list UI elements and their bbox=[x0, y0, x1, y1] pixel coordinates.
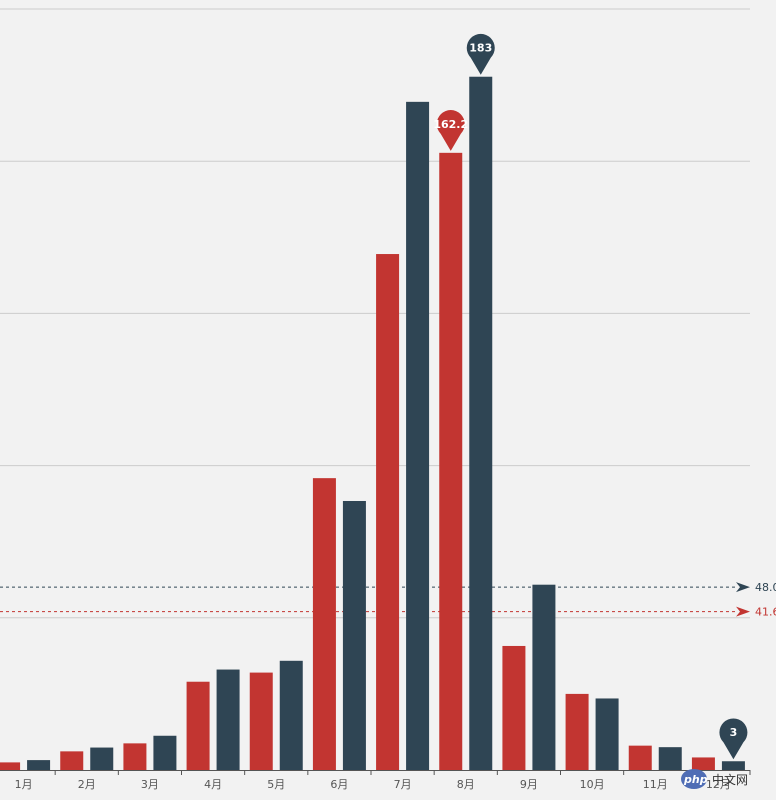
grid-lines bbox=[0, 8, 750, 619]
bar-series-1[interactable] bbox=[123, 743, 147, 770]
bar-series-1[interactable] bbox=[186, 681, 210, 770]
x-tick-label: 2月 bbox=[78, 778, 96, 791]
bar-series-1[interactable] bbox=[565, 693, 589, 770]
x-axis: 1月 2月 3月 4月 5月 6月 7月 8月 9月 10月 11月 12月 bbox=[0, 770, 751, 791]
mark-point[interactable]: 162.2 bbox=[433, 110, 468, 151]
watermark: php 中文网 bbox=[681, 769, 748, 789]
bar-series-2[interactable] bbox=[216, 669, 240, 770]
x-tick-label: 1月 bbox=[15, 778, 33, 791]
bar-series-1[interactable] bbox=[439, 152, 463, 771]
watermark-site-text: 中文网 bbox=[712, 772, 748, 787]
bar-series-2[interactable] bbox=[532, 584, 556, 770]
x-tick-label: 5月 bbox=[267, 778, 285, 791]
bar-series-2[interactable] bbox=[469, 76, 493, 770]
bar-series-2[interactable] bbox=[721, 761, 745, 770]
x-tick-label: 11月 bbox=[643, 778, 668, 791]
x-tick-label: 4月 bbox=[204, 778, 222, 791]
mark-point-label: 3 bbox=[730, 726, 738, 739]
x-tick-label: 10月 bbox=[580, 778, 605, 791]
mark-point-pin-icon bbox=[436, 110, 465, 151]
x-tick-label: 3月 bbox=[141, 778, 159, 791]
x-tick-label: 8月 bbox=[457, 778, 475, 791]
bar-series-2[interactable] bbox=[90, 747, 114, 770]
bar-series-1[interactable] bbox=[502, 645, 526, 770]
x-tick-label: 6月 bbox=[330, 778, 348, 791]
average-line-arrow-icon bbox=[736, 606, 750, 617]
average-line-arrow-icon bbox=[736, 582, 750, 593]
x-tick-label: 12月 bbox=[706, 778, 731, 791]
bar-series-2[interactable] bbox=[342, 500, 366, 770]
mark-point-pin-icon bbox=[466, 33, 495, 75]
x-tick-label: 7月 bbox=[394, 778, 412, 791]
bars bbox=[0, 76, 745, 771]
mark-point[interactable]: 3 bbox=[719, 718, 748, 760]
average-line-label: 48.07 bbox=[755, 581, 776, 594]
mark-point-label: 162.2 bbox=[433, 118, 468, 131]
mark-points: 162.2 183 3 bbox=[433, 33, 748, 760]
bar-series-1[interactable] bbox=[60, 751, 84, 770]
x-tick-label: 9月 bbox=[520, 778, 538, 791]
watermark-logo-icon bbox=[681, 769, 707, 789]
bar-series-1[interactable] bbox=[249, 672, 273, 770]
mark-point-label: 183 bbox=[469, 42, 492, 55]
bar-series-2[interactable] bbox=[595, 698, 619, 770]
bar-series-2[interactable] bbox=[27, 760, 51, 770]
bar-series-2[interactable] bbox=[406, 101, 430, 771]
watermark-logo-text: php bbox=[683, 773, 708, 786]
bar-series-2[interactable] bbox=[658, 747, 682, 770]
bar-series-2[interactable] bbox=[279, 660, 303, 770]
average-line-label: 41.63 bbox=[755, 606, 776, 619]
mark-point[interactable]: 183 bbox=[466, 33, 495, 75]
bar-series-1[interactable] bbox=[376, 254, 400, 771]
bar-series-1[interactable] bbox=[0, 762, 21, 770]
bar-series-1[interactable] bbox=[312, 478, 336, 770]
average-lines: 48.07 41.63 bbox=[0, 581, 776, 619]
bar-series-1[interactable] bbox=[691, 757, 715, 770]
bar-series-1[interactable] bbox=[628, 745, 652, 770]
bar-series-2[interactable] bbox=[153, 735, 177, 770]
mark-point-pin-icon bbox=[719, 718, 748, 760]
